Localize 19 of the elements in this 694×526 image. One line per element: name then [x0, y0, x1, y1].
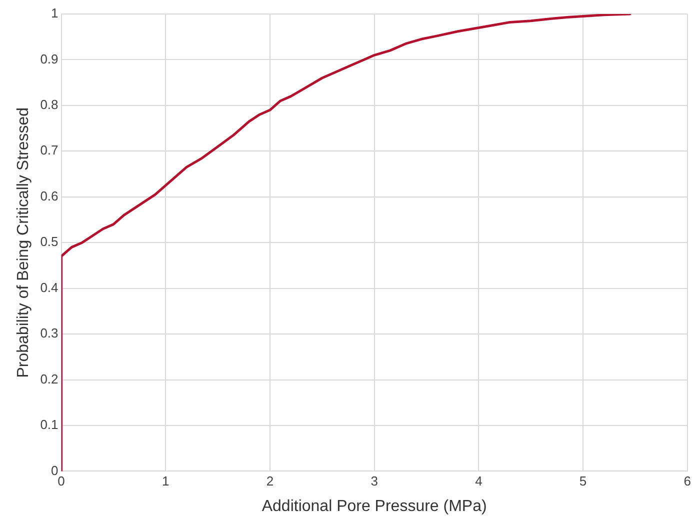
x-tick-label: 2: [266, 474, 274, 489]
y-tick-label: 1: [51, 6, 58, 21]
y-tick-label: 0.7: [40, 142, 58, 158]
y-tick-label: 0.6: [40, 188, 58, 204]
x-tick-label: 4: [475, 474, 482, 489]
y-tick-label: 0.1: [40, 417, 58, 432]
x-axis-title: Additional Pore Pressure (MPa): [262, 498, 487, 515]
y-tick-label: 0.3: [40, 326, 58, 341]
x-tick-label: 1: [162, 474, 170, 489]
y-tick-label: 0.4: [40, 280, 58, 295]
y-tick-label: 0: [51, 462, 58, 478]
y-tick-label: 0.9: [40, 51, 58, 66]
y-tick-label: 0.2: [40, 371, 58, 386]
x-tick-label: 5: [579, 474, 587, 489]
y-tick-label: 0.8: [40, 97, 58, 112]
y-axis-title: Probability of Being Critically Stressed: [15, 107, 32, 378]
x-tick-label: 6: [684, 474, 691, 489]
x-tick-label: 3: [370, 474, 378, 489]
y-tick-label: 0.5: [40, 234, 58, 250]
